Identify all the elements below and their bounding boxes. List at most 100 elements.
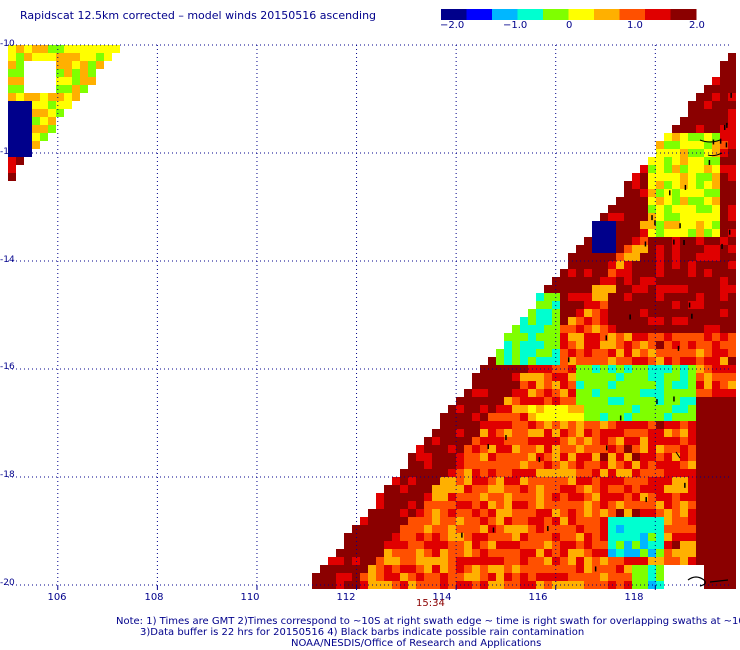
- wind-pixel: [488, 461, 496, 469]
- wind-pixel: [680, 549, 688, 557]
- wind-pixel: [464, 469, 472, 477]
- wind-pixel: [608, 389, 616, 397]
- wind-pixel: [520, 429, 528, 437]
- wind-pixel: [456, 509, 464, 517]
- lon-label: 110: [240, 592, 260, 603]
- wind-pixel: [576, 517, 584, 525]
- wind-pixel: [384, 573, 392, 581]
- wind-pixel: [608, 245, 616, 253]
- wind-pixel: [536, 341, 544, 349]
- wind-pixel: [640, 461, 648, 469]
- lon-label: 106: [47, 592, 67, 603]
- wind-pixel: [592, 373, 600, 381]
- wind-pixel: [616, 493, 624, 501]
- wind-pixel: [504, 509, 512, 517]
- wind-pixel: [424, 517, 432, 525]
- wind-pixel: [704, 453, 712, 461]
- wind-pixel: [592, 485, 600, 493]
- wind-pixel: [720, 61, 728, 69]
- wind-pixel: [504, 461, 512, 469]
- wind-pixel: [728, 517, 736, 525]
- wind-pixel: [704, 117, 712, 125]
- wind-pixel: [712, 349, 720, 357]
- wind-pixel: [720, 157, 728, 165]
- wind-pixel: [696, 117, 704, 125]
- wind-pixel: [720, 173, 728, 181]
- wind-pixel: [584, 277, 592, 285]
- wind-pixel: [680, 389, 688, 397]
- wind-pixel: [712, 117, 720, 125]
- wind-pixel: [712, 565, 720, 573]
- wind-pixel: [536, 541, 544, 549]
- wind-pixel: [616, 525, 624, 533]
- wind-pixel: [376, 573, 384, 581]
- wind-pixel: [520, 557, 528, 565]
- wind-pixel: [672, 125, 680, 133]
- wind-pixel: [432, 477, 440, 485]
- wind-pixel: [632, 181, 640, 189]
- wind-pixel: [520, 541, 528, 549]
- wind-pixel: [704, 549, 712, 557]
- wind-pixel: [608, 493, 616, 501]
- wind-pixel: [688, 333, 696, 341]
- wind-pixel: [448, 509, 456, 517]
- wind-pixel: [472, 453, 480, 461]
- wind-pixel: [592, 261, 600, 269]
- wind-pixel: [352, 525, 360, 533]
- wind-pixel: [592, 309, 600, 317]
- wind-pixel: [728, 269, 736, 277]
- wind-pixel: [528, 325, 536, 333]
- wind-pixel: [408, 533, 416, 541]
- wind-pixel: [488, 357, 496, 365]
- wind-pixel: [424, 541, 432, 549]
- wind-pixel: [560, 325, 568, 333]
- wind-pixel: [640, 493, 648, 501]
- wind-pixel: [376, 501, 384, 509]
- wind-pixel: [584, 469, 592, 477]
- wind-pixel: [632, 341, 640, 349]
- wind-pixel: [720, 309, 728, 317]
- wind-pixel: [696, 389, 704, 397]
- wind-pixel: [416, 493, 424, 501]
- wind-pixel: [600, 485, 608, 493]
- wind-pixel: [392, 533, 400, 541]
- wind-pixel: [584, 349, 592, 357]
- wind-pixel: [696, 229, 704, 237]
- wind-pixel: [512, 533, 520, 541]
- wind-pixel: [488, 549, 496, 557]
- wind-pixel: [472, 493, 480, 501]
- wind-pixel: [456, 469, 464, 477]
- wind-pixel: [656, 261, 664, 269]
- wind-pixel: [104, 53, 112, 61]
- wind-pixel: [720, 269, 728, 277]
- wind-pixel: [728, 165, 736, 173]
- wind-pixel: [560, 429, 568, 437]
- wind-pixel: [440, 525, 448, 533]
- wind-pixel: [504, 549, 512, 557]
- wind-pixel: [592, 293, 600, 301]
- wind-pixel: [696, 413, 704, 421]
- wind-pixel: [704, 173, 712, 181]
- wind-pixel: [416, 525, 424, 533]
- wind-pixel: [704, 357, 712, 365]
- wind-pixel: [608, 205, 616, 213]
- wind-pixel: [496, 405, 504, 413]
- wind-pixel: [592, 477, 600, 485]
- wind-pixel: [24, 141, 32, 149]
- wind-pixel: [624, 285, 632, 293]
- wind-pixel: [600, 317, 608, 325]
- wind-pixel: [608, 445, 616, 453]
- wind-pixel: [416, 557, 424, 565]
- wind-pixel: [688, 117, 696, 125]
- wind-pixel: [720, 413, 728, 421]
- wind-pixel: [712, 93, 720, 101]
- wind-pixel: [640, 317, 648, 325]
- wind-pixel: [472, 557, 480, 565]
- wind-pixel: [728, 469, 736, 477]
- wind-pixel: [368, 565, 376, 573]
- wind-pixel: [464, 501, 472, 509]
- wind-pixel: [504, 333, 512, 341]
- wind-pixel: [528, 413, 536, 421]
- wind-pixel: [8, 133, 16, 141]
- wind-pixel: [728, 349, 736, 357]
